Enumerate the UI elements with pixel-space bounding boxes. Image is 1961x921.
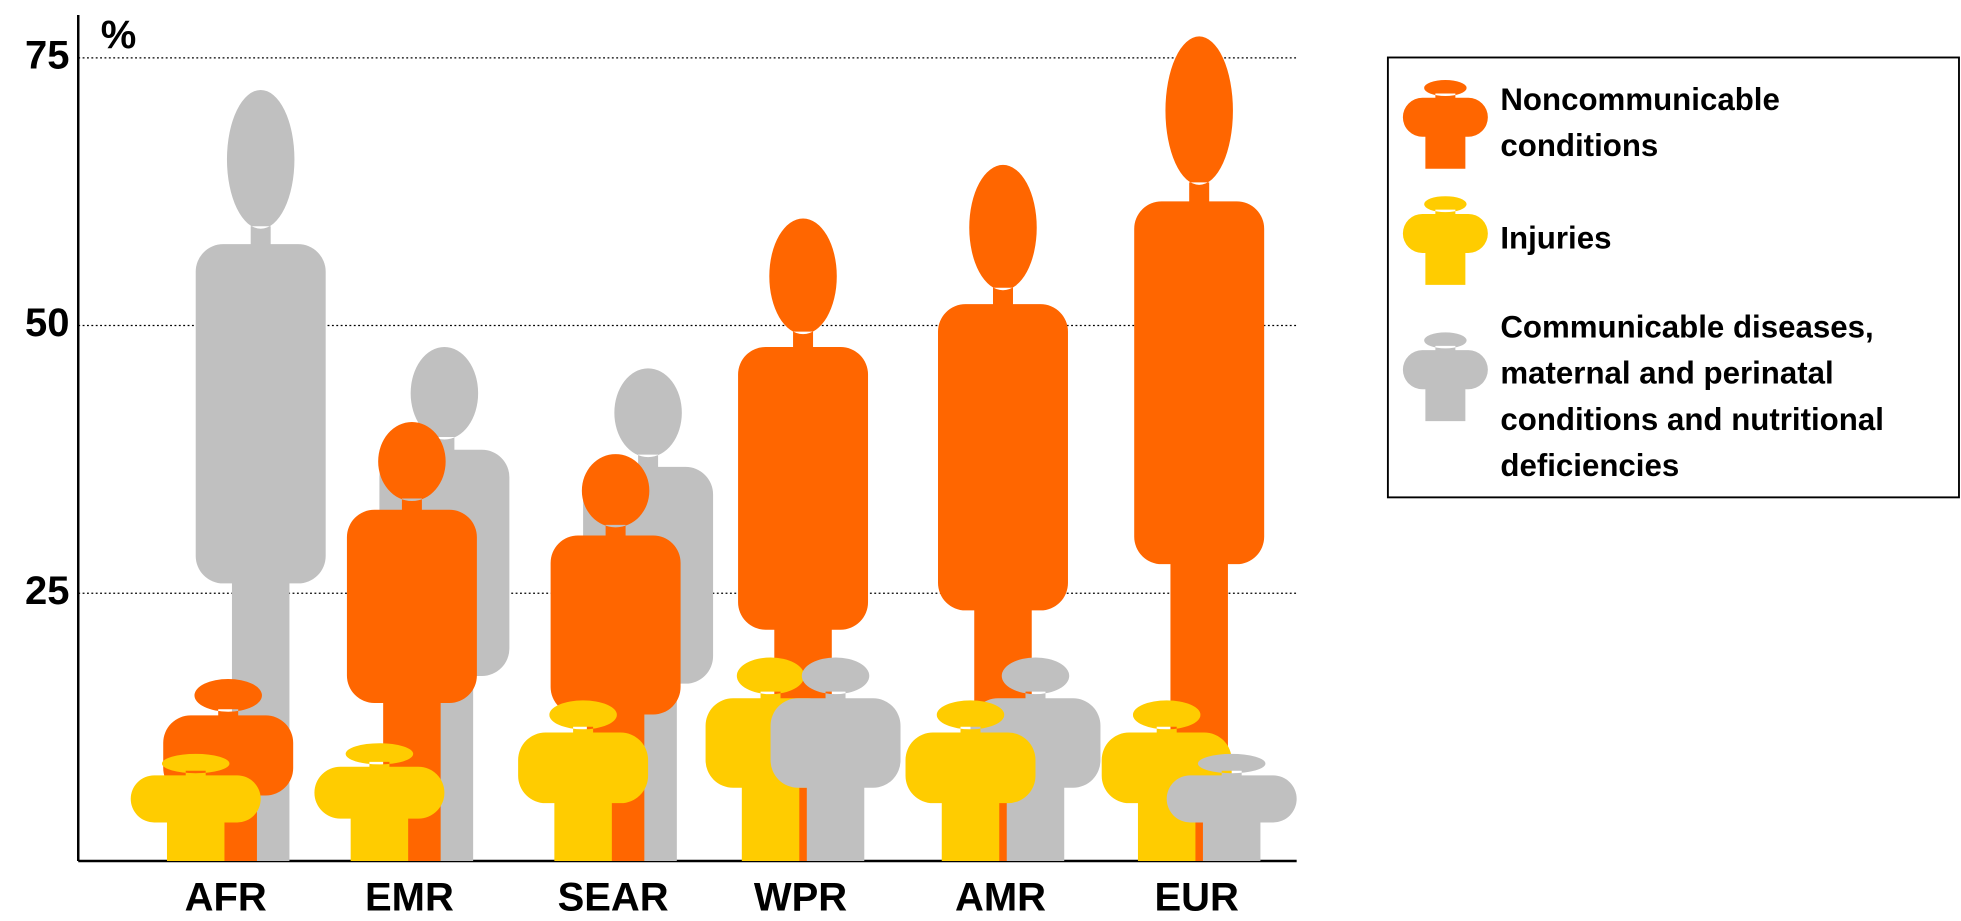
legend-label-box: Communicable diseases, maternal and peri…	[1500, 305, 1937, 505]
x-tick-label: SEAR	[558, 875, 669, 919]
y-tick-label: 25	[25, 569, 69, 613]
chart: % 25 50 75 AFR EMR SEAR WPR AMR EUR Noncommunicab…	[0, 0, 1961, 921]
x-tick-label: EMR	[365, 875, 454, 919]
y-axis-label: %	[101, 13, 137, 57]
y-tick-label: 50	[25, 301, 69, 345]
legend-label: Noncommunicable conditions	[1500, 77, 1812, 169]
x-tick-label: WPR	[754, 875, 847, 919]
x-tick-label: EUR	[1154, 875, 1239, 919]
legend-label: Communicable diseases, maternal and peri…	[1500, 305, 1919, 490]
y-tick-label: 75	[25, 33, 69, 77]
x-tick-label: AMR	[955, 875, 1046, 919]
x-tick-label: AFR	[185, 875, 267, 919]
legend-label: Injuries	[1500, 216, 1812, 262]
